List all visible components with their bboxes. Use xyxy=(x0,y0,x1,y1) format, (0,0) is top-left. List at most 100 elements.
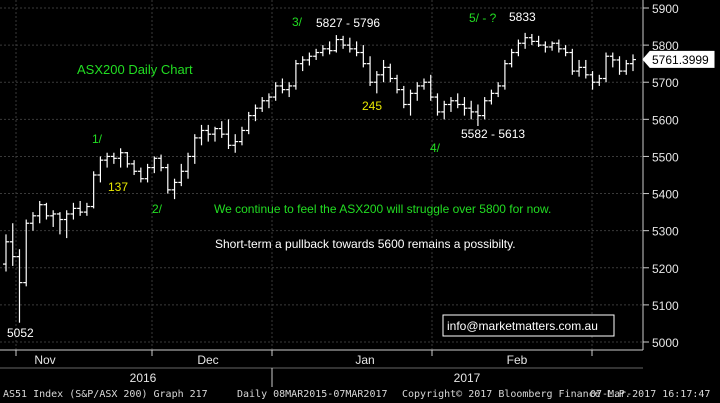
annotation-text: 5827 - 5796 xyxy=(316,16,380,30)
ohlc-bar xyxy=(117,148,124,168)
annotation-text: 245 xyxy=(362,99,382,113)
annotation-text: 5052 xyxy=(7,326,34,340)
ohlc-bar xyxy=(171,178,178,200)
ohlc-bar xyxy=(353,41,360,57)
price-bars xyxy=(3,32,636,323)
ohlc-bar xyxy=(124,151,131,168)
ohlc-bar xyxy=(434,93,441,116)
ohlc-bar xyxy=(461,97,468,116)
ohlc-bar xyxy=(394,74,401,94)
y-tick-label: 5100 xyxy=(652,299,679,313)
ohlc-bar xyxy=(144,163,151,183)
last-price-tag xyxy=(642,50,715,68)
annotation-text: 137 xyxy=(108,180,128,194)
contact-email[interactable]: info@marketmatters.com.au xyxy=(447,319,598,333)
ohlc-bar xyxy=(535,35,542,47)
annotation-text: Short-term a pullback towards 5600 remai… xyxy=(215,237,516,251)
ohlc-bar xyxy=(495,82,502,98)
ohlc-bar xyxy=(158,154,165,172)
footer-range: Daily 08MAR2015-07MAR2017 xyxy=(237,389,388,400)
ohlc-bar xyxy=(238,126,245,146)
last-price-marker: 5761.3999 xyxy=(642,50,715,68)
x-year-label: 2017 xyxy=(454,371,481,385)
annotation-text: 5582 - 5613 xyxy=(461,127,525,141)
ohlc-bar xyxy=(205,124,212,142)
ohlc-bar xyxy=(542,41,549,53)
ohlc-bar xyxy=(400,85,407,109)
ohlc-bar xyxy=(9,223,16,266)
ohlc-bar xyxy=(407,89,414,116)
ohlc-bar xyxy=(333,35,340,53)
ohlc-bar xyxy=(225,119,232,150)
ohlc-bar xyxy=(56,212,63,235)
y-tick-label: 5300 xyxy=(652,225,679,239)
ohlc-bar xyxy=(286,82,293,98)
ohlc-bar xyxy=(576,59,583,77)
y-tick-label: 5900 xyxy=(652,2,679,16)
contact-box-frame xyxy=(442,314,615,337)
ohlc-bar xyxy=(468,100,475,120)
ohlc-bar xyxy=(110,152,117,164)
ohlc-bar xyxy=(441,100,448,120)
ohlc-bar xyxy=(387,63,394,83)
x-axis: Nov Dec Jan Feb 2016 2017 xyxy=(0,349,643,387)
ohlc-bar xyxy=(515,39,522,57)
x-month-label: Nov xyxy=(34,353,55,367)
ohlc-bar xyxy=(562,45,569,57)
annotation-text: 5833 xyxy=(509,10,536,24)
ohlc-bar xyxy=(178,163,185,187)
ohlc-bar xyxy=(474,104,481,127)
ohlc-bar xyxy=(414,82,421,101)
ohlc-bar xyxy=(555,39,562,53)
ohlc-bar xyxy=(367,56,374,86)
month-grid xyxy=(15,0,593,350)
ohlc-bar xyxy=(373,71,380,94)
ohlc-bar xyxy=(299,56,306,72)
ohlc-bar xyxy=(589,71,596,90)
ohlc-bar xyxy=(70,202,77,220)
ohlc-bar xyxy=(50,210,57,227)
y-tick-label: 5500 xyxy=(652,150,679,164)
x-year-label: 2016 xyxy=(130,371,157,385)
footer-copyright: Copyright© 2017 Bloomberg Finance L.P. xyxy=(402,389,631,400)
x-month-label: Feb xyxy=(507,353,528,367)
annotation-text: 1/ xyxy=(92,132,103,146)
ohlc-bar xyxy=(252,104,259,122)
ohlc-bar xyxy=(245,111,252,135)
ohlc-bar xyxy=(198,124,205,146)
ohlc-bar xyxy=(360,45,367,68)
y-tick-label: 5800 xyxy=(652,39,679,53)
x-month-label: Jan xyxy=(355,353,374,367)
ohlc-bar xyxy=(104,152,111,168)
ohlc-bar xyxy=(218,121,225,138)
ohlc-bar xyxy=(609,52,616,68)
ohlc-bar xyxy=(319,45,326,57)
ohlc-bar xyxy=(630,54,636,72)
ohlc-chart: 5000 5100 5200 5300 5400 5500 5600 5700 5800 5900… xyxy=(0,0,715,387)
last-price-label: 5761.3999 xyxy=(652,53,709,67)
x-month-label: Dec xyxy=(197,353,218,367)
annotation-text: 5/ - ? xyxy=(469,11,497,25)
ohlc-bar xyxy=(508,48,515,68)
ohlc-bar xyxy=(29,212,36,231)
ohlc-bar xyxy=(569,48,576,75)
ohlc-bar xyxy=(481,97,488,120)
ohlc-bar xyxy=(501,59,508,90)
annotation-text: We continue to feel the ASX200 will stru… xyxy=(214,202,551,216)
ohlc-bar xyxy=(292,59,299,90)
y-tick-label: 5700 xyxy=(652,76,679,90)
y-tick-label: 5400 xyxy=(652,188,679,202)
contact-box[interactable]: info@marketmatters.com.au xyxy=(442,314,615,337)
annotation-text: 4/ xyxy=(430,141,441,155)
ohlc-bar xyxy=(3,234,9,272)
ohlc-bar xyxy=(137,167,144,183)
ohlc-bar xyxy=(191,134,198,164)
grid xyxy=(0,7,643,343)
ohlc-bar xyxy=(131,160,138,175)
footer-security: AS51 Index (S&P/ASX 200) Graph 217 xyxy=(3,389,208,400)
ohlc-bar xyxy=(97,156,104,183)
ohlc-bar xyxy=(313,48,320,60)
ohlc-bar xyxy=(63,210,70,239)
ohlc-bar xyxy=(306,52,313,66)
ohlc-bar xyxy=(549,41,556,51)
